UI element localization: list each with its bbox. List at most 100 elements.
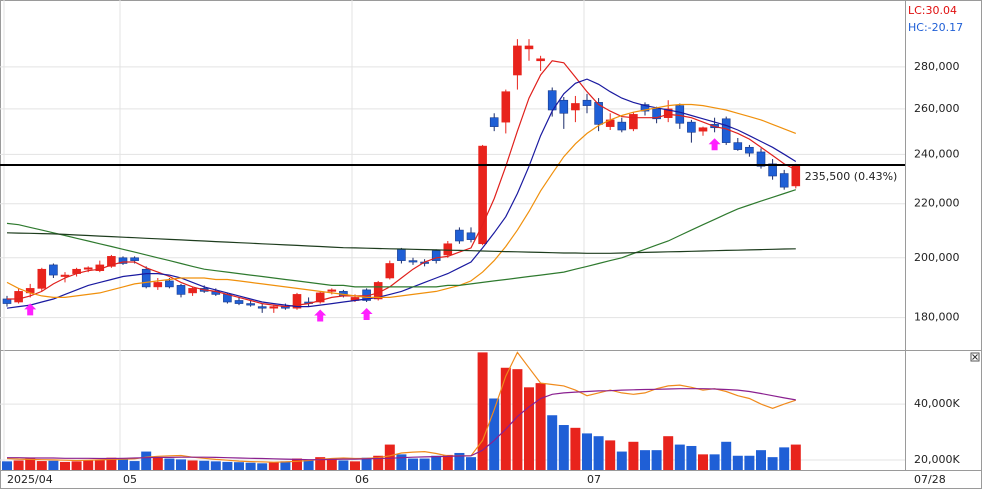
volume-bar xyxy=(396,454,407,470)
y-tick-label: 240,000 xyxy=(914,147,960,160)
volume-bar xyxy=(535,383,546,470)
volume-bar xyxy=(176,459,186,470)
moving-average-line xyxy=(7,60,797,308)
volume-bar xyxy=(280,461,291,470)
volume-bar xyxy=(500,367,511,470)
moving-average-line xyxy=(6,78,797,309)
volume-bar xyxy=(605,440,616,470)
volume-bar xyxy=(83,460,94,470)
candle-body xyxy=(327,289,337,292)
volume-bar xyxy=(350,461,360,470)
candle-body xyxy=(640,104,650,112)
x-tick-label: 07 xyxy=(587,473,601,486)
volume-bar xyxy=(129,461,140,470)
candle-body xyxy=(60,274,70,277)
candle-body xyxy=(582,99,592,106)
candle-body xyxy=(698,127,708,132)
candle-body xyxy=(779,173,789,188)
moving-average-line xyxy=(7,388,796,461)
candle-body xyxy=(721,118,731,143)
volume-bar xyxy=(756,450,766,470)
candle-body xyxy=(2,298,12,304)
volume-bar xyxy=(48,460,59,470)
volume-bar xyxy=(152,457,163,470)
candle-body xyxy=(617,121,627,131)
signal-arrow xyxy=(708,138,721,151)
volume-bar xyxy=(628,441,639,470)
volume-bar xyxy=(187,460,198,470)
x-tick-label: 05 xyxy=(123,473,137,486)
volume-bar xyxy=(210,461,221,470)
candle-body xyxy=(188,288,197,294)
candle-body xyxy=(629,114,638,130)
volume-bar xyxy=(524,387,534,470)
volume-bar xyxy=(13,460,24,470)
candle-body xyxy=(652,108,661,120)
candle-body xyxy=(14,291,23,303)
volume-bar xyxy=(2,461,12,470)
candle-body xyxy=(385,263,395,279)
y-tick-label: 260,000 xyxy=(914,102,960,115)
volume-bar xyxy=(315,457,326,470)
candle-body xyxy=(733,142,743,150)
candle-body xyxy=(478,145,487,245)
volume-bar xyxy=(570,427,581,470)
volume-bar xyxy=(582,433,592,470)
volume-bar xyxy=(94,459,105,470)
candle-body xyxy=(594,102,603,125)
volume-bar xyxy=(732,455,743,470)
candle-body xyxy=(431,250,441,261)
marks xyxy=(0,39,905,470)
candle-body xyxy=(165,280,174,288)
volume-tick-label: 20,000K xyxy=(914,453,960,466)
volume-bar xyxy=(245,462,256,470)
hc-label: HC:-20.17 xyxy=(908,21,963,34)
candle-body xyxy=(524,45,534,50)
current-price-label: 235,500 (0.43%) xyxy=(805,170,898,183)
candle-body xyxy=(246,303,255,306)
candle-body xyxy=(443,243,453,256)
volume-bar xyxy=(268,462,279,470)
volume-bar xyxy=(616,451,627,470)
candle-body xyxy=(153,282,163,288)
candle-body xyxy=(37,268,47,289)
volume-bar xyxy=(767,457,778,470)
moving-average-line xyxy=(6,189,796,288)
volume-bar xyxy=(303,459,314,470)
volume-bar xyxy=(199,460,210,470)
y-tick-label: 220,000 xyxy=(914,197,960,210)
candle-body xyxy=(675,105,685,124)
candle-body xyxy=(130,257,139,261)
volume-bar xyxy=(234,462,244,470)
candle-body xyxy=(571,103,580,111)
y-tick-label: 200,000 xyxy=(914,251,960,264)
candle-body xyxy=(118,257,128,264)
candle-body xyxy=(663,108,673,118)
volume-bar xyxy=(118,459,128,470)
volume-bar xyxy=(651,450,662,470)
volume-bar xyxy=(512,369,523,470)
x-tick-label: 2025/04 xyxy=(7,473,53,486)
candle-body xyxy=(257,306,267,309)
volume-bar xyxy=(373,455,384,470)
candle-body xyxy=(176,285,186,295)
moving-average-line xyxy=(6,103,797,298)
candle-body xyxy=(536,58,545,62)
volume-bar xyxy=(292,458,302,470)
candle-body xyxy=(315,292,325,303)
volume-bar xyxy=(709,454,720,470)
volume-bar xyxy=(60,461,70,470)
candle-body xyxy=(547,90,557,111)
y-tick-label: 280,000 xyxy=(914,60,960,73)
candle-body xyxy=(513,45,522,76)
volume-bar xyxy=(222,461,233,470)
volume-bar xyxy=(384,444,395,470)
volume-bar xyxy=(663,436,674,470)
volume-bar xyxy=(338,460,349,470)
x-tick-label: 06 xyxy=(355,473,369,486)
volume-tick-label: 40,000K xyxy=(914,397,960,410)
candle-body xyxy=(455,229,464,242)
volume-bar xyxy=(408,458,418,470)
candle-body xyxy=(269,306,279,309)
volume-bar xyxy=(547,415,558,470)
